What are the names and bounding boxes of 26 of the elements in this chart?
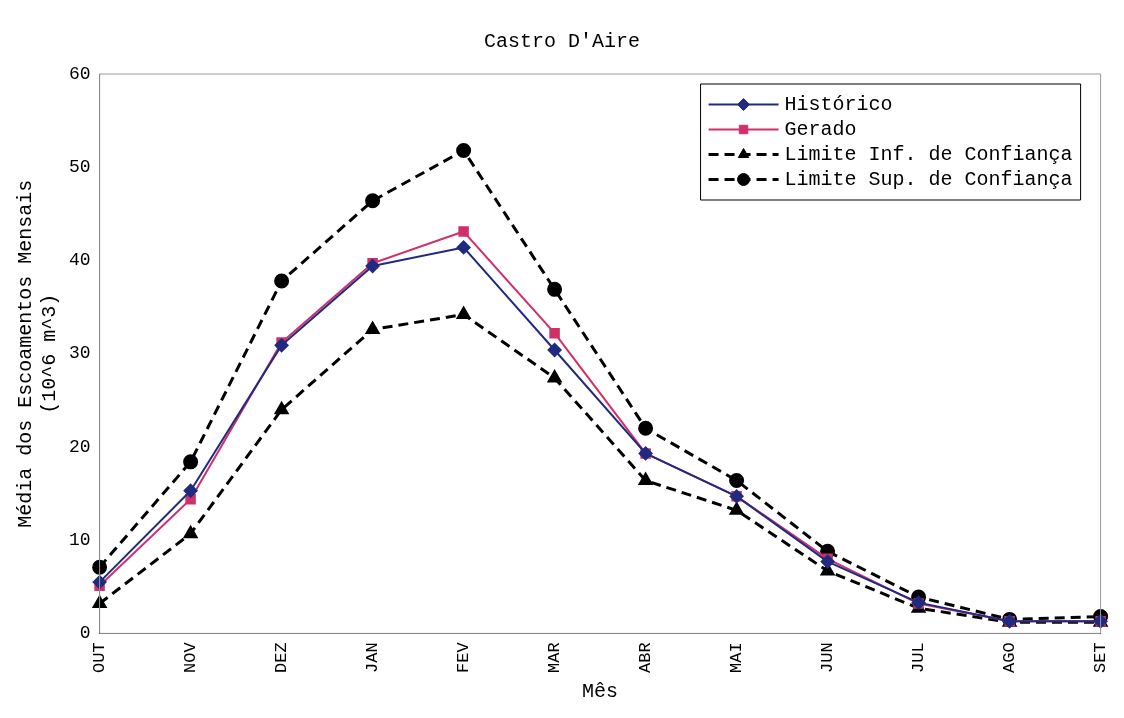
legend-label: Histórico [784, 92, 893, 116]
y-tick-label: 0 [79, 623, 91, 644]
y-tick-label: 50 [68, 157, 91, 177]
x-tick-label: SET [1091, 642, 1111, 673]
legend-label: Limite Sup. de Confiança [784, 167, 1073, 191]
x-tick-label: MAI [727, 642, 747, 673]
y-tick-label: 20 [68, 436, 91, 457]
chart-title: Castro D'Aire [483, 30, 641, 54]
x-tick-label: JUL [909, 642, 929, 673]
x-axis-title: Mês [582, 680, 619, 704]
y-tick-label: 30 [68, 343, 91, 364]
y-tick-label: 40 [68, 250, 91, 271]
y-tick-label: 10 [68, 529, 91, 550]
x-tick-label: JUN [818, 642, 838, 673]
legend-label: Gerado [784, 117, 857, 141]
y-tick-label: 60 [68, 63, 91, 84]
x-tick-label: JAN [363, 642, 383, 673]
y-axis-title: Média dos Escoamentos Mensais (10^6 m^3) [14, 179, 62, 528]
x-tick-label: NOV [181, 641, 201, 673]
x-tick-label: DEZ [272, 642, 292, 673]
x-tick-label: AGO [1000, 642, 1020, 673]
legend-label: Limite Inf. de Confiança [784, 142, 1073, 166]
x-tick-label: MAR [545, 642, 565, 673]
x-tick-label: OUT [90, 642, 110, 673]
x-tick-label: FEV [454, 641, 474, 673]
x-tick-label: ABR [636, 642, 656, 673]
